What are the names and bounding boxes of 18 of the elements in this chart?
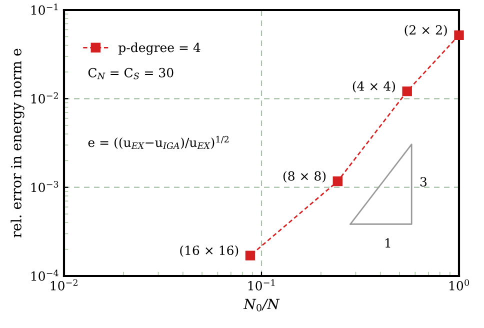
annotation: (2 × 2) [404, 24, 447, 36]
y-axis-title: rel. error in energy norm e [10, 48, 24, 238]
annotation: 1 [385, 238, 390, 248]
legend-label: p-degree = 4 [118, 42, 200, 55]
annotation: e = ((u$_{EX}$−u$_{IGA}$)/u$_{EX}$)$^{1/2}$ [88, 136, 229, 150]
x-tick-label: 10$^{0}$ [450, 279, 470, 290]
x-axis-title: N$_{0}$/N [243, 298, 280, 312]
annotation: (16 × 16) [180, 245, 238, 257]
annotation: 3 [420, 177, 427, 187]
y-tick-label: 10$^{−2}$ [31, 92, 58, 104]
y-tick-label: 10$^{−1}$ [31, 4, 58, 15]
x-tick-label: 10$^{−2}$ [50, 279, 78, 290]
y-tick-label: 10$^{−4}$ [31, 270, 58, 281]
y-tick-label: 10$^{−3}$ [31, 180, 58, 192]
annotation: C$_{N}$ = C$_{S}$ = 30 [88, 68, 174, 80]
annotation: (4 × 4) [352, 81, 395, 93]
annotation: (8 × 8) [283, 171, 326, 183]
x-tick-label: 10$^{−1}$ [248, 279, 275, 290]
